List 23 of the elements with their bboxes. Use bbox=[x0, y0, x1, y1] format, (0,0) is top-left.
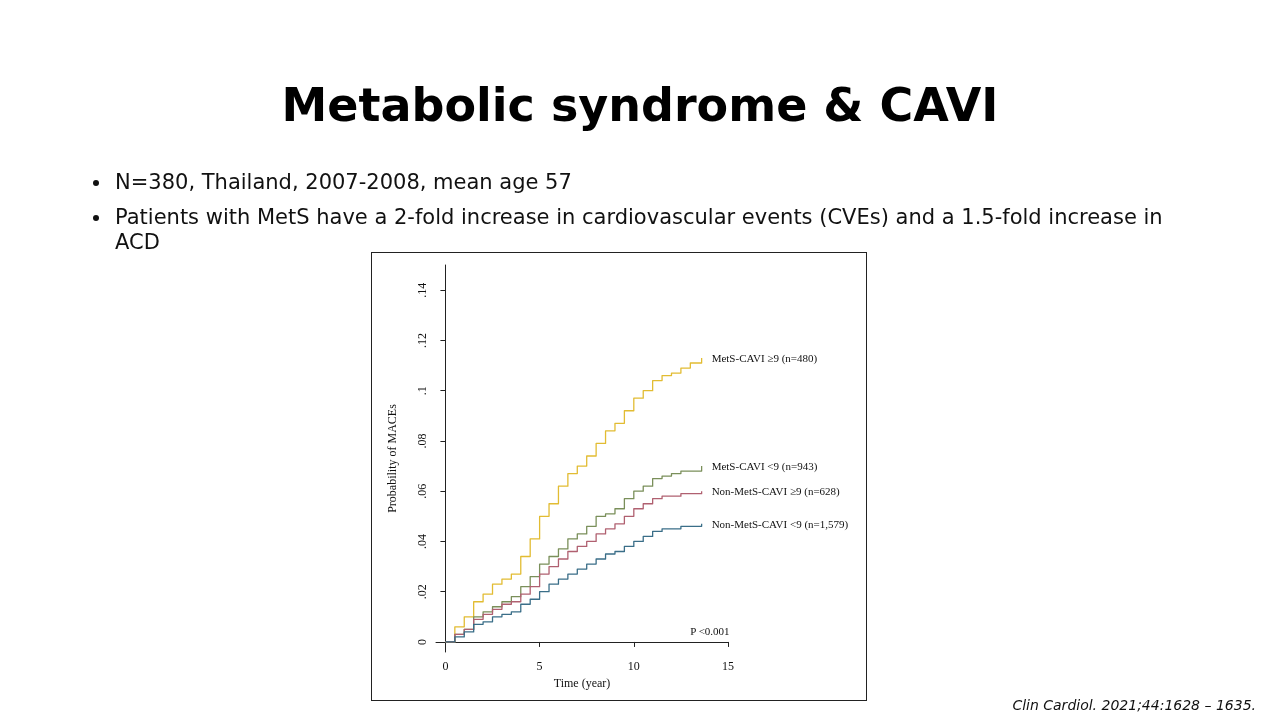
series-label: MetS-CAVI <9 (n=943) bbox=[711, 460, 818, 474]
annotation: P <0.001 bbox=[690, 624, 730, 637]
x-tick-label: 10 bbox=[627, 659, 640, 673]
x-tick-label: 5 bbox=[536, 659, 543, 673]
y-tick-label: .14 bbox=[415, 282, 429, 298]
text: N=380, Thailand, 2007-2008, mean age 57 bbox=[114, 170, 573, 195]
y-tick-label: .1 bbox=[415, 386, 429, 396]
y-tick-label: .12 bbox=[415, 332, 429, 348]
x-axis-title: Time (year) bbox=[553, 675, 611, 690]
y-tick-label: .06 bbox=[415, 483, 429, 499]
y-tick-label: 0 bbox=[415, 638, 429, 645]
x-tick-label: 15 bbox=[722, 659, 734, 673]
chart-title: Metabolic syndrome & CAVI bbox=[280, 78, 1000, 132]
text: Patients with MetS have a 2-fold increase in cardiovascular events (CVEs) and a 1.5-fold increase in ACD bbox=[114, 205, 1164, 255]
text: Clin Cardiol. 2021;44:1628 – 1635. bbox=[1012, 697, 1256, 713]
x-tick-label: 0 bbox=[442, 659, 449, 673]
y-tick-label: .02 bbox=[415, 584, 429, 600]
y-axis-title: Probability of MACEs bbox=[385, 403, 399, 513]
series-label: Non-MetS-CAVI <9 (n=1,579) bbox=[711, 517, 849, 531]
y-tick-label: .08 bbox=[415, 433, 429, 449]
y-tick-label: .04 bbox=[415, 533, 429, 549]
series-label: MetS-CAVI ≥9 (n=480) bbox=[711, 351, 818, 365]
series-label: Non-MetS-CAVI ≥9 (n=628) bbox=[711, 485, 841, 499]
